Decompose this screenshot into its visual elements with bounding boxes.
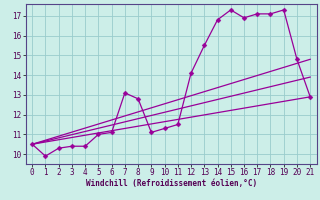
X-axis label: Windchill (Refroidissement éolien,°C): Windchill (Refroidissement éolien,°C) <box>86 179 257 188</box>
